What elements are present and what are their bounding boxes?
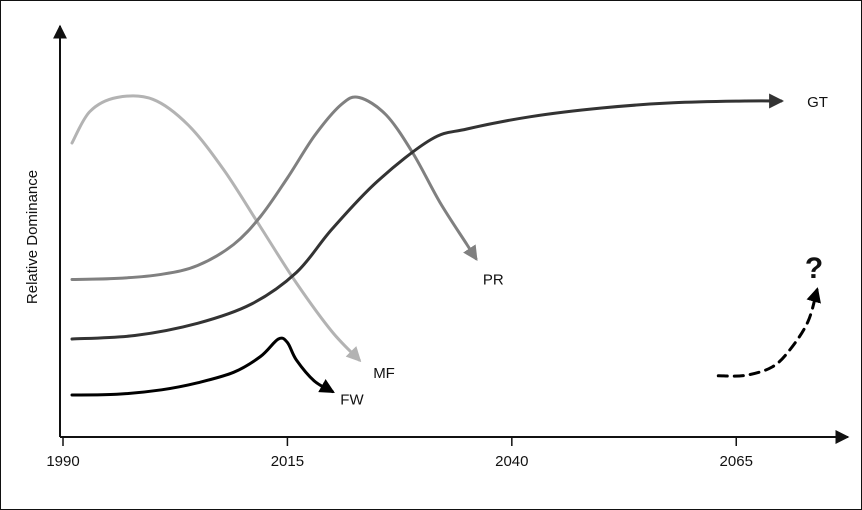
x-axis-ticks: 1990 2015 2040 2065 <box>46 437 753 470</box>
x-tick-label-2015: 2015 <box>271 453 304 470</box>
x-tick-label-1990: 1990 <box>46 453 79 470</box>
series-label-pr: PR <box>483 272 504 289</box>
series-line-pr <box>70 95 478 281</box>
series-line-gt <box>70 93 785 341</box>
series-label-gt: GT <box>807 94 828 111</box>
series-line-fw <box>70 336 335 397</box>
series-label-mf: MF <box>373 365 395 382</box>
series-label-question-mark: ? <box>805 252 823 285</box>
x-tick-label-2065: 2065 <box>720 453 753 470</box>
series-line-mf <box>70 94 362 363</box>
series-label-fw: FW <box>340 392 364 409</box>
x-tick-label-2040: 2040 <box>495 453 528 470</box>
series-line-question-mark <box>716 287 821 378</box>
series-lines <box>70 93 821 397</box>
y-axis-label: Relative Dominance <box>24 170 41 304</box>
series-labels: MF PR GT FW? <box>340 94 828 409</box>
